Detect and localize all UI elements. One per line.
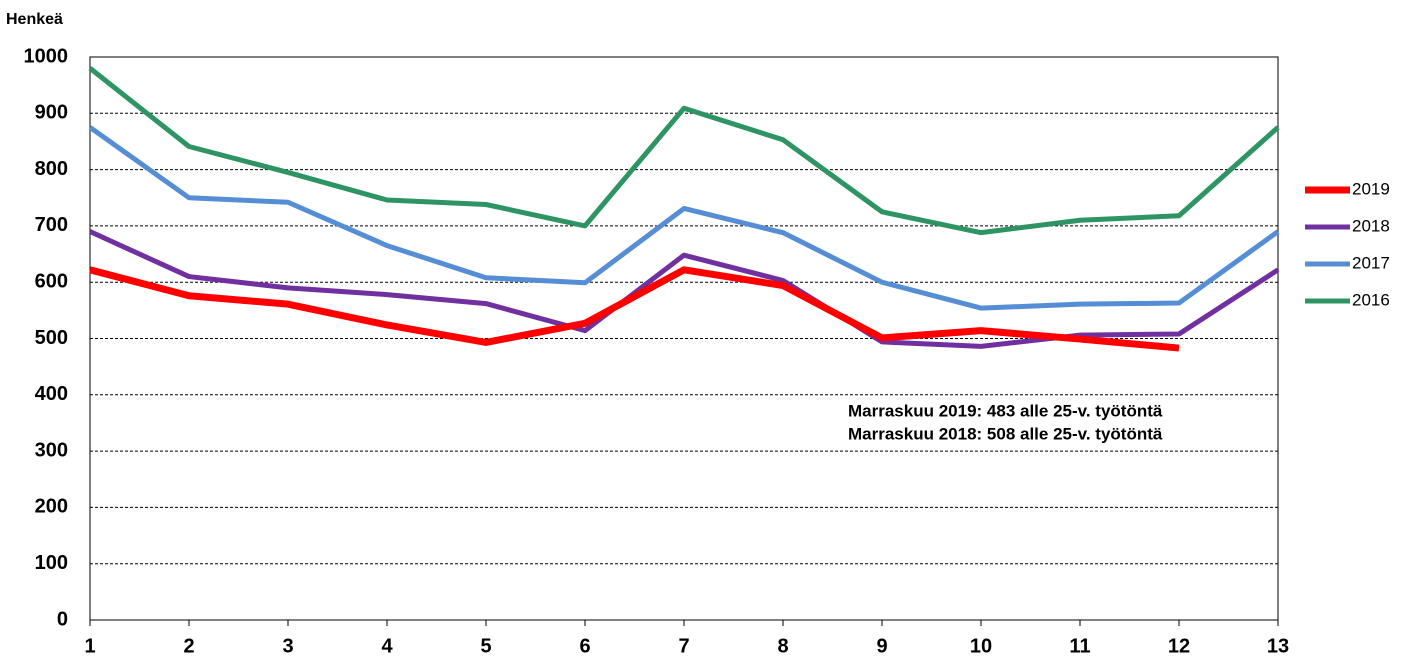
x-tick-label: 13 xyxy=(1267,635,1289,657)
legend-label: 2019 xyxy=(1352,179,1390,198)
annotation: Marraskuu 2018: 508 alle 25-v. työtöntä xyxy=(848,424,1163,443)
y-axis-label: Henkeä xyxy=(6,11,63,28)
y-tick-label: 0 xyxy=(57,608,68,630)
y-tick-label: 800 xyxy=(35,158,68,180)
x-tick-label: 2 xyxy=(183,635,194,657)
legend-label: 2017 xyxy=(1352,253,1390,272)
x-tick-label: 1 xyxy=(84,635,95,657)
x-tick-label: 9 xyxy=(876,635,887,657)
x-tick-label: 5 xyxy=(480,635,491,657)
series-line xyxy=(89,266,1180,352)
x-tick-label: 12 xyxy=(1168,635,1190,657)
x-tick-label: 7 xyxy=(678,635,689,657)
y-tick-label: 500 xyxy=(35,327,68,349)
y-tick-label: 600 xyxy=(35,270,68,292)
series-line xyxy=(88,66,1280,236)
annotation: Marraskuu 2019: 483 alle 25-v. työtöntä xyxy=(848,401,1163,420)
y-tick-label: 200 xyxy=(35,496,68,518)
x-tick-label: 8 xyxy=(777,635,788,657)
x-tick-label: 10 xyxy=(970,635,992,657)
legend-label: 2018 xyxy=(1352,216,1390,235)
x-tick-label: 3 xyxy=(282,635,293,657)
y-tick-label: 700 xyxy=(35,214,68,236)
y-tick-label: 900 xyxy=(35,102,68,124)
plot-frame xyxy=(89,56,1279,621)
y-tick-label: 100 xyxy=(35,552,68,574)
y-tick-label: 400 xyxy=(35,383,68,405)
series-line xyxy=(88,125,1280,311)
x-tick-label: 6 xyxy=(579,635,590,657)
x-tick-label: 4 xyxy=(381,635,393,657)
series-line xyxy=(88,229,1280,349)
x-tick-label: 11 xyxy=(1069,635,1090,657)
legend-label: 2016 xyxy=(1352,290,1390,309)
y-tick-label: 1000 xyxy=(24,45,69,67)
y-tick-label: 300 xyxy=(35,439,68,461)
